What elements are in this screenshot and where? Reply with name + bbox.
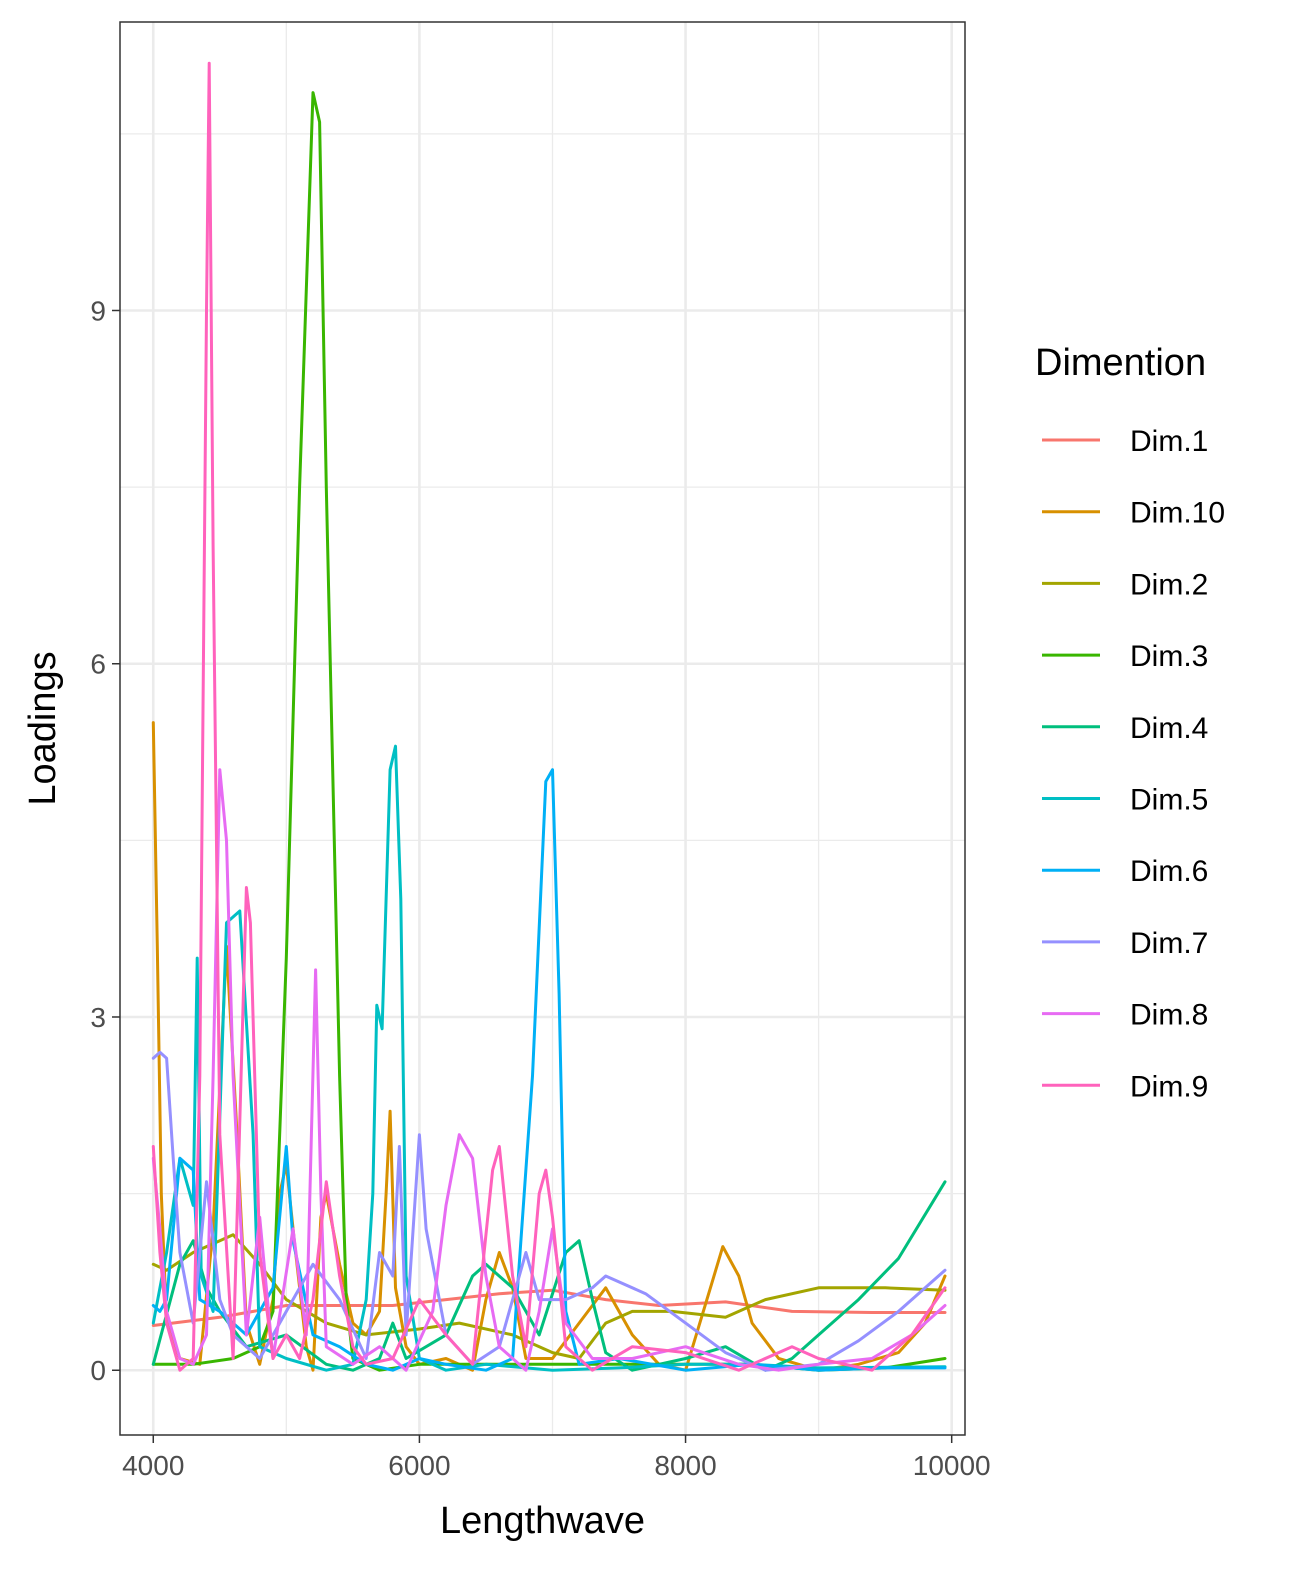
legend-label-dim-3: Dim.3: [1130, 640, 1208, 673]
y-tick-label: 3: [90, 1002, 106, 1033]
x-tick-label: 6000: [388, 1450, 450, 1481]
y-tick-label: 6: [90, 649, 106, 680]
panel-background: [120, 22, 965, 1435]
legend-label-dim-9: Dim.9: [1130, 1070, 1208, 1103]
legend-label-dim-10: Dim.10: [1130, 497, 1225, 530]
x-tick-label: 4000: [122, 1450, 184, 1481]
legend-title: Dimention: [1035, 342, 1206, 384]
y-axis-title: Loadings: [22, 651, 64, 805]
legend-label-dim-7: Dim.7: [1130, 927, 1208, 960]
legend-label-dim-4: Dim.4: [1130, 712, 1208, 745]
legend-label-dim-5: Dim.5: [1130, 784, 1208, 817]
plot-panel: [119, 21, 966, 1436]
axis-ticks: 4000 6000 8000 10000 0 3 6 9: [90, 295, 990, 1481]
legend-label-dim-2: Dim.2: [1130, 568, 1208, 601]
series-line-dim-7: [151, 1050, 947, 1372]
y-tick-label: 0: [90, 1355, 106, 1386]
series-line-dim-5: [151, 744, 947, 1372]
legend-label-dim-6: Dim.6: [1130, 855, 1208, 888]
legend: Dimention Dim.1 Dim.10 Dim.2 Dim.3 Dim.4 Dim.…: [1035, 342, 1225, 1103]
x-tick-label: 8000: [654, 1450, 716, 1481]
x-tick-label: 10000: [913, 1450, 991, 1481]
panel-border: [119, 21, 966, 1436]
y-tick-label: 9: [90, 295, 106, 326]
x-axis-title: Lengthwave: [440, 1500, 645, 1542]
legend-label-dim-8: Dim.8: [1130, 999, 1208, 1032]
series-line-dim-9: [151, 61, 947, 1372]
legend-label-dim-1: Dim.1: [1130, 425, 1208, 458]
